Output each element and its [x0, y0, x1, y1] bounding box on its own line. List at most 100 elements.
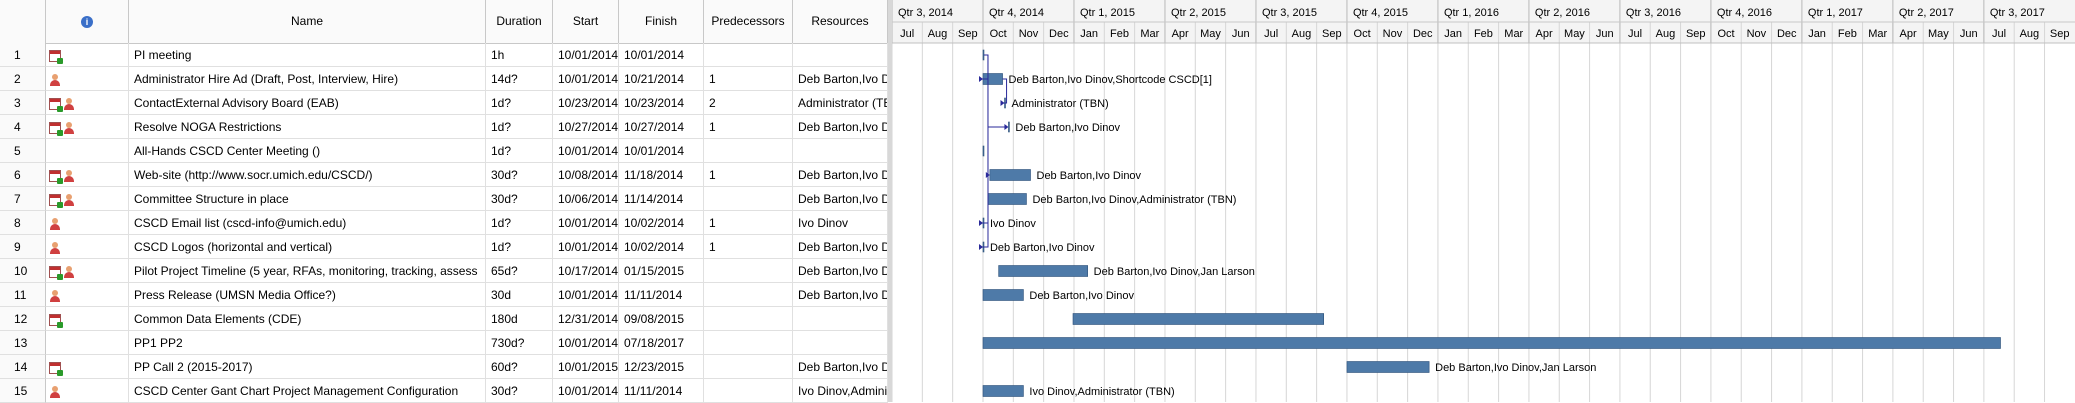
table-row[interactable]: 11 Press Release (UMSN Media Office?) 30d 1…: [0, 283, 888, 307]
task-predecessors[interactable]: 1: [704, 235, 793, 259]
finish-column-header[interactable]: Finish: [619, 0, 704, 43]
task-finish[interactable]: 10/23/2014: [619, 91, 704, 115]
task-start[interactable]: 10/01/2014: [553, 43, 619, 67]
gantt-chart[interactable]: Jul Aug Sep Oct Nov Dec Jan Feb Mar Apr May Jun Jul A…: [892, 0, 2075, 402]
row-indicators[interactable]: [46, 91, 129, 115]
row-id[interactable]: 8: [0, 211, 46, 235]
table-row[interactable]: 10 Pilot Project Timeline (5 year, RFAs, …: [0, 259, 888, 283]
table-row[interactable]: 14 PP Call 2 (2015-2017) 60d? 10/01/2015 12/…: [0, 355, 888, 379]
task-finish[interactable]: 10/21/2014: [619, 67, 704, 91]
task-name[interactable]: All-Hands CSCD Center Meeting (): [129, 139, 486, 163]
row-indicators[interactable]: [46, 115, 129, 139]
row-indicators[interactable]: [46, 163, 129, 187]
task-start[interactable]: 10/01/2014: [553, 235, 619, 259]
task-resources[interactable]: [793, 307, 888, 331]
row-id[interactable]: 6: [0, 163, 46, 187]
task-predecessors[interactable]: [704, 379, 793, 403]
task-start[interactable]: 10/01/2014: [553, 283, 619, 307]
task-start[interactable]: 10/01/2014: [553, 211, 619, 235]
task-name[interactable]: CSCD Email list (cscd-info@umich.edu): [129, 211, 486, 235]
table-row[interactable]: 3 ContactExternal Advisory Board (EAB) 1d?…: [0, 91, 888, 115]
task-finish[interactable]: 11/11/2014: [619, 283, 704, 307]
task-name[interactable]: PP1 PP2: [129, 331, 486, 355]
task-finish[interactable]: 10/27/2014: [619, 115, 704, 139]
task-resources[interactable]: Deb Barton,Ivo D: [793, 235, 888, 259]
row-indicators[interactable]: [46, 67, 129, 91]
task-resources[interactable]: Deb Barton,Ivo D: [793, 259, 888, 283]
task-finish[interactable]: 07/18/2017: [619, 331, 704, 355]
task-finish[interactable]: 10/02/2014: [619, 235, 704, 259]
task-finish[interactable]: 09/08/2015: [619, 307, 704, 331]
task-start[interactable]: 10/01/2014: [553, 331, 619, 355]
task-duration[interactable]: 65d?: [486, 259, 553, 283]
table-row[interactable]: 15 CSCD Center Gant Chart Project Managem…: [0, 379, 888, 403]
task-start[interactable]: 10/01/2014: [553, 379, 619, 403]
task-start[interactable]: 10/01/2015: [553, 355, 619, 379]
task-predecessors[interactable]: [704, 283, 793, 307]
row-id[interactable]: 14: [0, 355, 46, 379]
task-predecessors[interactable]: 2: [704, 91, 793, 115]
task-resources[interactable]: Deb Barton,Ivo D: [793, 187, 888, 211]
task-duration[interactable]: 1d?: [486, 115, 553, 139]
name-column-header[interactable]: Name: [129, 0, 486, 43]
task-duration[interactable]: 30d?: [486, 379, 553, 403]
task-duration[interactable]: 30d: [486, 283, 553, 307]
resources-column-header[interactable]: Resources: [793, 0, 888, 43]
row-indicators[interactable]: [46, 43, 129, 67]
row-indicators[interactable]: [46, 235, 129, 259]
task-name[interactable]: Press Release (UMSN Media Office?): [129, 283, 486, 307]
task-start[interactable]: 10/08/2014: [553, 163, 619, 187]
task-finish[interactable]: 10/01/2014: [619, 139, 704, 163]
task-resources[interactable]: Deb Barton,Ivo D: [793, 283, 888, 307]
task-duration[interactable]: 1d?: [486, 139, 553, 163]
task-finish[interactable]: 11/14/2014: [619, 187, 704, 211]
task-name[interactable]: CSCD Center Gant Chart Project Managemen…: [129, 379, 486, 403]
row-id[interactable]: 13: [0, 331, 46, 355]
task-resources[interactable]: [793, 139, 888, 163]
task-name[interactable]: PP Call 2 (2015-2017): [129, 355, 486, 379]
task-predecessors[interactable]: 1: [704, 67, 793, 91]
row-id[interactable]: 4: [0, 115, 46, 139]
row-id[interactable]: 2: [0, 67, 46, 91]
table-row[interactable]: 9 CSCD Logos (horizontal and vertical) 1d?…: [0, 235, 888, 259]
task-finish[interactable]: 11/11/2014: [619, 379, 704, 403]
id-column-header[interactable]: [0, 0, 46, 43]
table-row[interactable]: 1 PI meeting 1h 10/01/2014 10/01/2014: [0, 43, 888, 67]
row-id[interactable]: 5: [0, 139, 46, 163]
task-start[interactable]: 12/31/2014: [553, 307, 619, 331]
task-predecessors[interactable]: 1: [704, 163, 793, 187]
table-row[interactable]: 4 Resolve NOGA Restrictions 1d? 10/27/2014 1…: [0, 115, 888, 139]
task-name[interactable]: Common Data Elements (CDE): [129, 307, 486, 331]
task-resources[interactable]: Ivo Dinov,Admini: [793, 379, 888, 403]
task-start[interactable]: 10/01/2014: [553, 67, 619, 91]
task-predecessors[interactable]: [704, 307, 793, 331]
task-resources[interactable]: Deb Barton,Ivo D: [793, 67, 888, 91]
row-indicators[interactable]: [46, 379, 129, 403]
task-duration[interactable]: 14d?: [486, 67, 553, 91]
task-resources[interactable]: Deb Barton,Ivo D: [793, 163, 888, 187]
task-finish[interactable]: 10/01/2014: [619, 43, 704, 67]
task-resources[interactable]: Ivo Dinov: [793, 211, 888, 235]
task-start[interactable]: 10/17/2014: [553, 259, 619, 283]
task-start[interactable]: 10/01/2014: [553, 139, 619, 163]
task-predecessors[interactable]: [704, 187, 793, 211]
task-predecessors[interactable]: [704, 139, 793, 163]
row-indicators[interactable]: [46, 139, 129, 163]
row-id[interactable]: 15: [0, 379, 46, 403]
table-row[interactable]: 8 CSCD Email list (cscd-info@umich.edu) 1d…: [0, 211, 888, 235]
task-name[interactable]: CSCD Logos (horizontal and vertical): [129, 235, 486, 259]
row-indicators[interactable]: [46, 259, 129, 283]
task-duration[interactable]: 1d?: [486, 235, 553, 259]
task-duration[interactable]: 30d?: [486, 187, 553, 211]
task-duration[interactable]: 1d?: [486, 211, 553, 235]
task-name[interactable]: Web-site (http://www.socr.umich.edu/CSCD…: [129, 163, 486, 187]
duration-column-header[interactable]: Duration: [486, 0, 553, 43]
task-start[interactable]: 10/23/2014: [553, 91, 619, 115]
task-duration[interactable]: 180d: [486, 307, 553, 331]
row-id[interactable]: 9: [0, 235, 46, 259]
task-duration[interactable]: 30d?: [486, 163, 553, 187]
row-id[interactable]: 3: [0, 91, 46, 115]
task-predecessors[interactable]: [704, 355, 793, 379]
task-name[interactable]: PI meeting: [129, 43, 486, 67]
row-indicators[interactable]: [46, 355, 129, 379]
